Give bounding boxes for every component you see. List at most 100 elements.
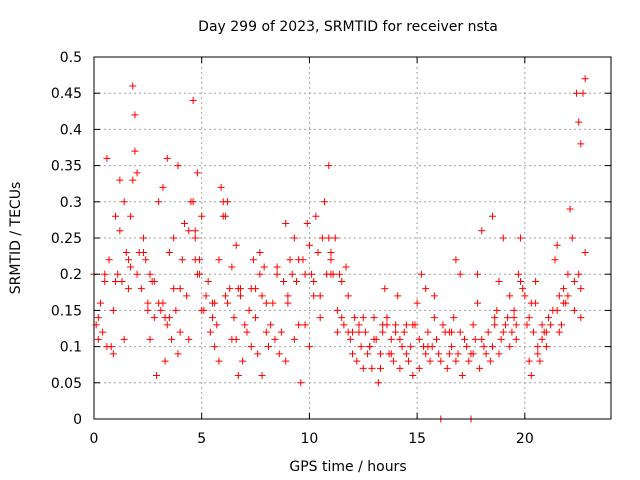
data-point: [308, 270, 316, 278]
data-point: [430, 314, 438, 322]
data-point: [213, 321, 221, 329]
data-point: [155, 299, 163, 307]
data-point: [140, 248, 148, 256]
data-point: [105, 256, 113, 264]
data-point: [112, 277, 120, 285]
data-point: [290, 234, 298, 242]
data-point: [557, 321, 565, 329]
data-point: [478, 227, 486, 235]
data-point: [241, 321, 249, 329]
y-tick-label: 0.15: [51, 303, 82, 319]
data-point: [331, 234, 339, 242]
y-tick-label: 0: [73, 412, 82, 428]
data-point: [370, 314, 378, 322]
data-point: [424, 343, 432, 351]
data-point: [445, 350, 453, 358]
data-point: [396, 335, 404, 343]
data-point: [361, 328, 369, 336]
data-point: [527, 299, 535, 307]
data-point: [553, 306, 561, 314]
data-point: [101, 270, 109, 278]
data-point: [114, 270, 122, 278]
data-point: [349, 350, 356, 358]
data-point: [463, 343, 471, 351]
data-point: [359, 314, 367, 322]
data-point: [273, 263, 281, 271]
data-point: [517, 277, 525, 285]
data-point: [491, 314, 499, 322]
data-point: [566, 205, 574, 213]
data-point: [415, 335, 423, 343]
data-point: [196, 256, 204, 264]
data-point: [174, 350, 182, 358]
data-point: [254, 350, 262, 358]
data-point: [493, 306, 501, 314]
data-point: [542, 343, 550, 351]
data-point: [534, 350, 542, 358]
data-point: [230, 314, 238, 322]
data-point: [570, 306, 578, 314]
data-point: [499, 234, 507, 242]
data-point: [301, 270, 309, 278]
data-point: [142, 256, 150, 264]
data-point: [316, 292, 324, 300]
y-tick-label: 0.5: [60, 50, 82, 66]
data-point: [273, 270, 281, 278]
data-point: [239, 357, 247, 365]
data-point: [545, 314, 553, 322]
data-point: [232, 241, 240, 249]
data-point: [489, 343, 497, 351]
data-point: [489, 212, 497, 220]
data-point: [338, 314, 346, 322]
data-point: [204, 277, 212, 285]
data-point: [224, 198, 232, 206]
data-point: [486, 357, 494, 365]
data-point: [262, 328, 270, 336]
data-point: [198, 212, 206, 220]
x-tick-label: 10: [301, 431, 319, 447]
data-point: [495, 350, 503, 358]
data-point: [146, 335, 154, 343]
data-point: [120, 198, 128, 206]
data-point: [387, 335, 395, 343]
data-point: [245, 306, 253, 314]
data-point: [112, 212, 120, 220]
data-point: [124, 256, 132, 264]
data-point: [456, 270, 464, 278]
data-point: [394, 292, 402, 300]
data-point: [521, 292, 529, 300]
data-point: [484, 328, 492, 336]
data-point: [325, 162, 333, 170]
y-tick-label: 0.4: [60, 122, 82, 138]
data-point: [519, 285, 527, 293]
data-point: [448, 328, 456, 336]
data-point: [512, 321, 520, 329]
data-point: [131, 147, 139, 155]
data-point: [118, 277, 126, 285]
data-point: [172, 306, 180, 314]
data-point: [564, 292, 572, 300]
data-point: [538, 335, 546, 343]
y-tick-label: 0.05: [51, 376, 82, 392]
data-point: [469, 321, 477, 329]
y-tick-label: 0.1: [60, 340, 82, 356]
data-point: [542, 328, 550, 336]
data-point: [249, 256, 257, 264]
y-tick-label: 0.45: [51, 86, 82, 102]
data-point: [196, 270, 204, 278]
data-point: [579, 89, 587, 97]
data-point: [525, 314, 533, 322]
data-point: [407, 343, 415, 351]
data-point: [452, 256, 460, 264]
data-point: [185, 335, 193, 343]
data-point: [379, 328, 387, 336]
data-point: [146, 270, 154, 278]
data-point: [282, 357, 290, 365]
data-point: [215, 357, 223, 365]
data-point: [109, 306, 117, 314]
data-point: [157, 306, 165, 314]
data-point: [221, 212, 229, 220]
data-point: [465, 357, 473, 365]
data-point: [426, 357, 434, 365]
